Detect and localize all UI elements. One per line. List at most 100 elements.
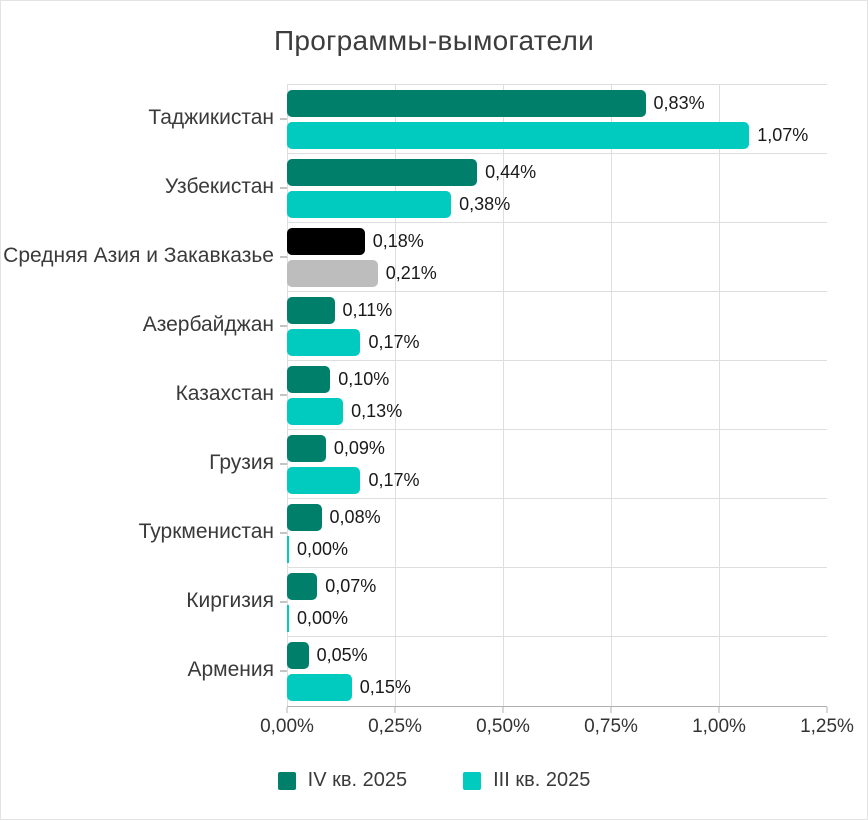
bar-line: 0,13% xyxy=(287,397,827,425)
value-label: 0,17% xyxy=(368,331,420,352)
bar-line: 0,17% xyxy=(287,328,827,356)
y-axis-tick xyxy=(280,462,287,465)
x-axis-tick-label: 0,50% xyxy=(476,716,530,737)
chart-row: 0,05% 0,15% xyxy=(287,637,827,706)
value-label: 0,05% xyxy=(316,645,368,665)
y-axis-tick xyxy=(280,117,287,120)
value-label: 0,15% xyxy=(359,677,411,697)
y-axis-tick xyxy=(280,186,287,189)
category-label: Туркменистан xyxy=(1,498,287,567)
y-axis-tick xyxy=(280,324,287,327)
category-label-text: Грузия xyxy=(209,451,274,475)
chart-row: 0,83% 1,07% xyxy=(287,85,827,154)
category-label-text: Таджикистан xyxy=(148,106,274,130)
gridlines xyxy=(287,85,827,706)
y-axis-tick xyxy=(280,255,287,258)
bar-line: 0,18% xyxy=(287,227,827,255)
bar xyxy=(287,535,289,563)
y-axis-labels: Таджикистан Узбекистан Средняя Азия и Зака… xyxy=(1,84,287,706)
category-label: Грузия xyxy=(1,429,287,498)
bar-line: 0,07% xyxy=(287,572,827,600)
chart-title: Программы-вымогатели xyxy=(273,25,595,56)
chart-row: 0,11% 0,17% xyxy=(287,292,827,361)
value-label: 0,38% xyxy=(459,193,511,214)
category-label-text: Азербайджан xyxy=(142,313,274,337)
bar xyxy=(287,259,378,287)
value-label: 0,83% xyxy=(653,92,705,113)
x-axis-tick-label: 0,75% xyxy=(584,716,638,737)
x-axis-tick xyxy=(826,707,828,713)
value-label: 0,21% xyxy=(385,262,437,283)
bar xyxy=(287,674,352,701)
value-label: 0,18% xyxy=(372,230,424,251)
chart-row: 0,07% 0,00% xyxy=(287,568,827,637)
legend-label: III кв. 2025 xyxy=(493,769,591,791)
x-axis-tick xyxy=(718,707,720,713)
x-axis-tick-label: 1,25% xyxy=(800,716,854,737)
x-axis-tick xyxy=(286,707,288,713)
bar-line: 0,05% xyxy=(287,642,827,669)
legend-item: III кв. 2025 xyxy=(463,769,590,792)
x-axis-tick-label: 0,25% xyxy=(368,716,422,737)
category-label: Азербайджан xyxy=(1,291,287,360)
bar xyxy=(287,89,646,117)
category-label-text: Узбекистан xyxy=(164,175,274,199)
legend: IV кв. 2025 III кв. 2025 xyxy=(1,769,867,792)
vertical-gridline xyxy=(503,85,504,706)
value-label: 0,17% xyxy=(368,469,420,490)
x-axis-tick-label: 1,00% xyxy=(692,716,746,737)
bar-line: 0,10% xyxy=(287,365,827,393)
category-label-text: Средняя Азия и Закавказье xyxy=(3,244,274,268)
vertical-gridline xyxy=(719,85,720,706)
category-label-text: Армения xyxy=(187,658,274,682)
y-axis-tick xyxy=(280,600,287,603)
value-label: 0,00% xyxy=(297,607,349,628)
bar-line: 0,17% xyxy=(287,466,827,494)
bar xyxy=(287,604,289,632)
value-label: 0,10% xyxy=(338,368,390,389)
bar-line: 0,08% xyxy=(287,503,827,531)
legend-marker xyxy=(277,771,296,790)
bar-line: 0,83% xyxy=(287,89,827,117)
category-label-text: Казахстан xyxy=(175,382,274,406)
value-label: 0,07% xyxy=(325,575,377,596)
x-axis: 0,00% 0,25% 0,50% 0,75% 1,00% 1,25% xyxy=(260,706,854,742)
bar-chart: Таджикистан Узбекистан Средняя Азия и Зака… xyxy=(1,84,867,742)
category-label-text: Киргизия xyxy=(186,589,274,613)
plot-area: 0,83% 1,07% 0,44% 0,38% 0,18% 0,21% 0,11% 0,17%… xyxy=(287,84,827,706)
category-label: Средняя Азия и Закавказье xyxy=(1,222,287,291)
bar-line: 0,21% xyxy=(287,259,827,287)
category-label: Киргизия xyxy=(1,567,287,636)
bar xyxy=(287,296,335,324)
x-axis-tick xyxy=(502,707,504,713)
bar xyxy=(287,121,750,149)
bar xyxy=(287,434,326,462)
bar-line: 0,44% xyxy=(287,158,827,186)
value-label: 0,44% xyxy=(485,161,537,182)
y-axis-tick xyxy=(280,393,287,396)
bar xyxy=(287,227,365,255)
bar-line: 0,11% xyxy=(287,296,827,324)
bar-line: 0,15% xyxy=(287,674,827,701)
value-label: 0,08% xyxy=(329,506,381,527)
legend-label: IV кв. 2025 xyxy=(307,769,408,791)
bar-line: 0,00% xyxy=(287,535,827,563)
bar xyxy=(287,365,331,393)
value-label: 1,07% xyxy=(757,124,809,145)
bar xyxy=(287,328,361,356)
vertical-gridline xyxy=(287,85,288,706)
x-axis-tick xyxy=(610,707,612,713)
category-label: Таджикистан xyxy=(1,84,287,153)
bar xyxy=(287,397,344,425)
chart-row: 0,44% 0,38% xyxy=(287,154,827,223)
bar-line: 0,38% xyxy=(287,190,827,218)
bar-line: 1,07% xyxy=(287,121,827,149)
vertical-gridline xyxy=(611,85,612,706)
y-axis-tick xyxy=(280,531,287,534)
bar xyxy=(287,158,478,186)
x-axis-spacer xyxy=(1,706,287,742)
x-axis-row: 0,00% 0,25% 0,50% 0,75% 1,00% 1,25% xyxy=(1,706,867,742)
bar xyxy=(287,642,309,669)
chart-row: 0,08% 0,00% xyxy=(287,499,827,568)
